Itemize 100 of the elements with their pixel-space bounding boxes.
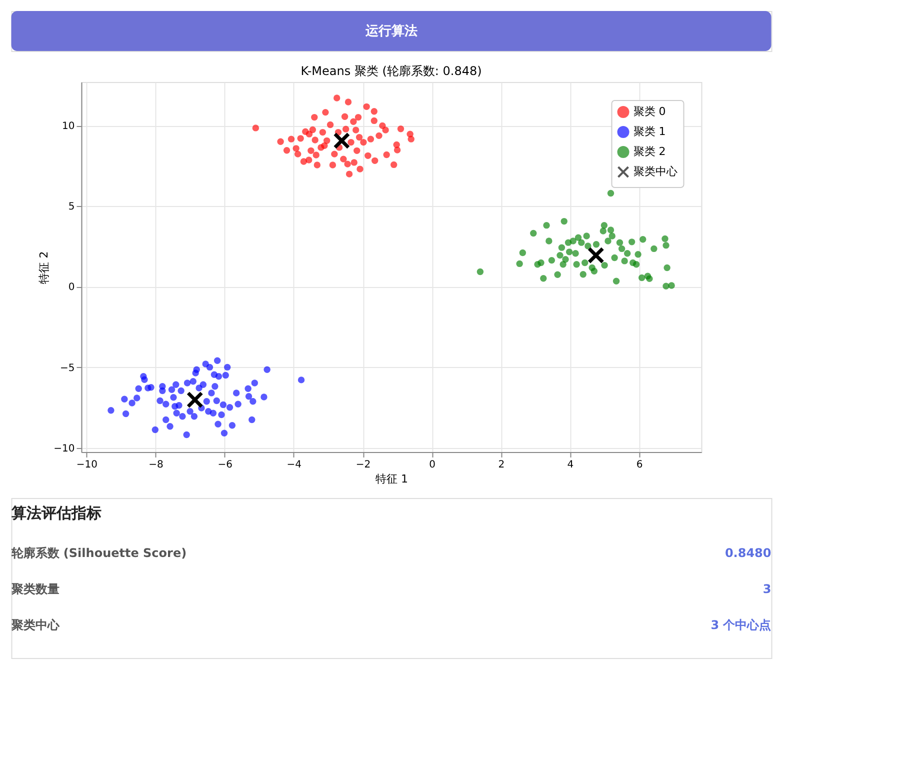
point — [600, 222, 608, 229]
point — [397, 126, 404, 132]
text: 聚类中心 — [10, 618, 60, 632]
point — [583, 232, 590, 240]
point — [562, 256, 569, 263]
point — [283, 147, 290, 154]
point — [600, 228, 607, 234]
point — [578, 239, 585, 246]
point — [312, 136, 318, 144]
point — [540, 275, 547, 282]
x-tick-label: −6 — [218, 460, 232, 470]
point — [554, 271, 561, 278]
point — [364, 152, 372, 160]
point — [363, 103, 370, 110]
y-tick-label: 5 — [68, 202, 75, 213]
point — [580, 270, 586, 278]
point — [331, 150, 338, 158]
point — [634, 250, 642, 258]
text: 聚类数量 — [10, 582, 60, 596]
y-tick-label: −10 — [54, 443, 75, 454]
point — [607, 190, 614, 197]
point — [333, 132, 350, 150]
point — [354, 114, 362, 121]
x-tick-label: −8 — [148, 460, 164, 470]
point — [556, 252, 564, 259]
point — [342, 126, 350, 132]
point — [318, 144, 324, 151]
point — [624, 250, 631, 257]
point — [370, 108, 378, 115]
point — [367, 136, 374, 142]
point — [344, 98, 352, 106]
point — [572, 250, 579, 257]
point — [573, 260, 580, 268]
point — [288, 136, 295, 142]
point — [662, 235, 668, 242]
point — [592, 241, 600, 248]
point — [638, 274, 646, 282]
point — [408, 136, 414, 142]
point — [350, 118, 357, 126]
point — [616, 239, 624, 246]
y-tick-label: −5 — [60, 362, 75, 374]
point — [329, 162, 336, 168]
point — [570, 238, 576, 244]
point — [566, 248, 573, 256]
point — [341, 113, 348, 120]
point — [607, 226, 614, 234]
point — [370, 117, 378, 124]
point — [650, 245, 658, 252]
point — [344, 160, 351, 168]
text: 算法评估指标 — [10, 504, 102, 522]
text: 轮廓系数 (Silhouette Score) — [10, 546, 187, 560]
point — [340, 156, 347, 162]
point — [560, 218, 568, 225]
point — [560, 260, 566, 268]
point — [297, 135, 304, 142]
point — [519, 249, 526, 256]
legend-label: 聚类 0 — [633, 105, 666, 118]
point — [558, 244, 566, 251]
point — [664, 264, 670, 272]
point — [608, 232, 616, 240]
point — [476, 268, 484, 276]
point — [308, 147, 314, 154]
x-tick-label: 0 — [429, 460, 436, 470]
text: 3 — [762, 582, 772, 596]
legend-label: 聚类 1 — [633, 125, 666, 138]
point — [356, 166, 364, 172]
point — [646, 275, 653, 282]
point — [662, 282, 670, 290]
point — [383, 151, 390, 158]
point — [543, 222, 550, 229]
legend-label: 聚类 2 — [633, 145, 666, 158]
point — [628, 238, 636, 246]
point — [350, 159, 358, 166]
point — [612, 278, 620, 284]
y-axis-title: 特征 2 — [38, 251, 51, 284]
point — [530, 230, 537, 237]
point — [581, 259, 588, 266]
point — [376, 132, 382, 140]
point — [319, 128, 326, 136]
x-tick-label: 4 — [567, 460, 574, 470]
point — [252, 124, 260, 132]
point — [186, 391, 204, 408]
point — [314, 162, 321, 168]
point — [309, 126, 316, 134]
point — [546, 238, 552, 244]
text: 运行算法 — [364, 23, 418, 39]
x-tick-label: 6 — [636, 460, 643, 470]
point — [360, 138, 367, 146]
point — [601, 262, 608, 269]
point — [662, 242, 670, 249]
x-tick-label: −2 — [356, 460, 371, 470]
point — [394, 146, 401, 154]
point — [292, 145, 300, 152]
point — [621, 258, 628, 264]
x-axis-title: 特征 1 — [376, 472, 408, 486]
point — [348, 138, 354, 146]
point — [326, 121, 334, 128]
point — [618, 245, 626, 252]
text: 0.8480 — [724, 546, 772, 560]
point — [312, 152, 320, 158]
